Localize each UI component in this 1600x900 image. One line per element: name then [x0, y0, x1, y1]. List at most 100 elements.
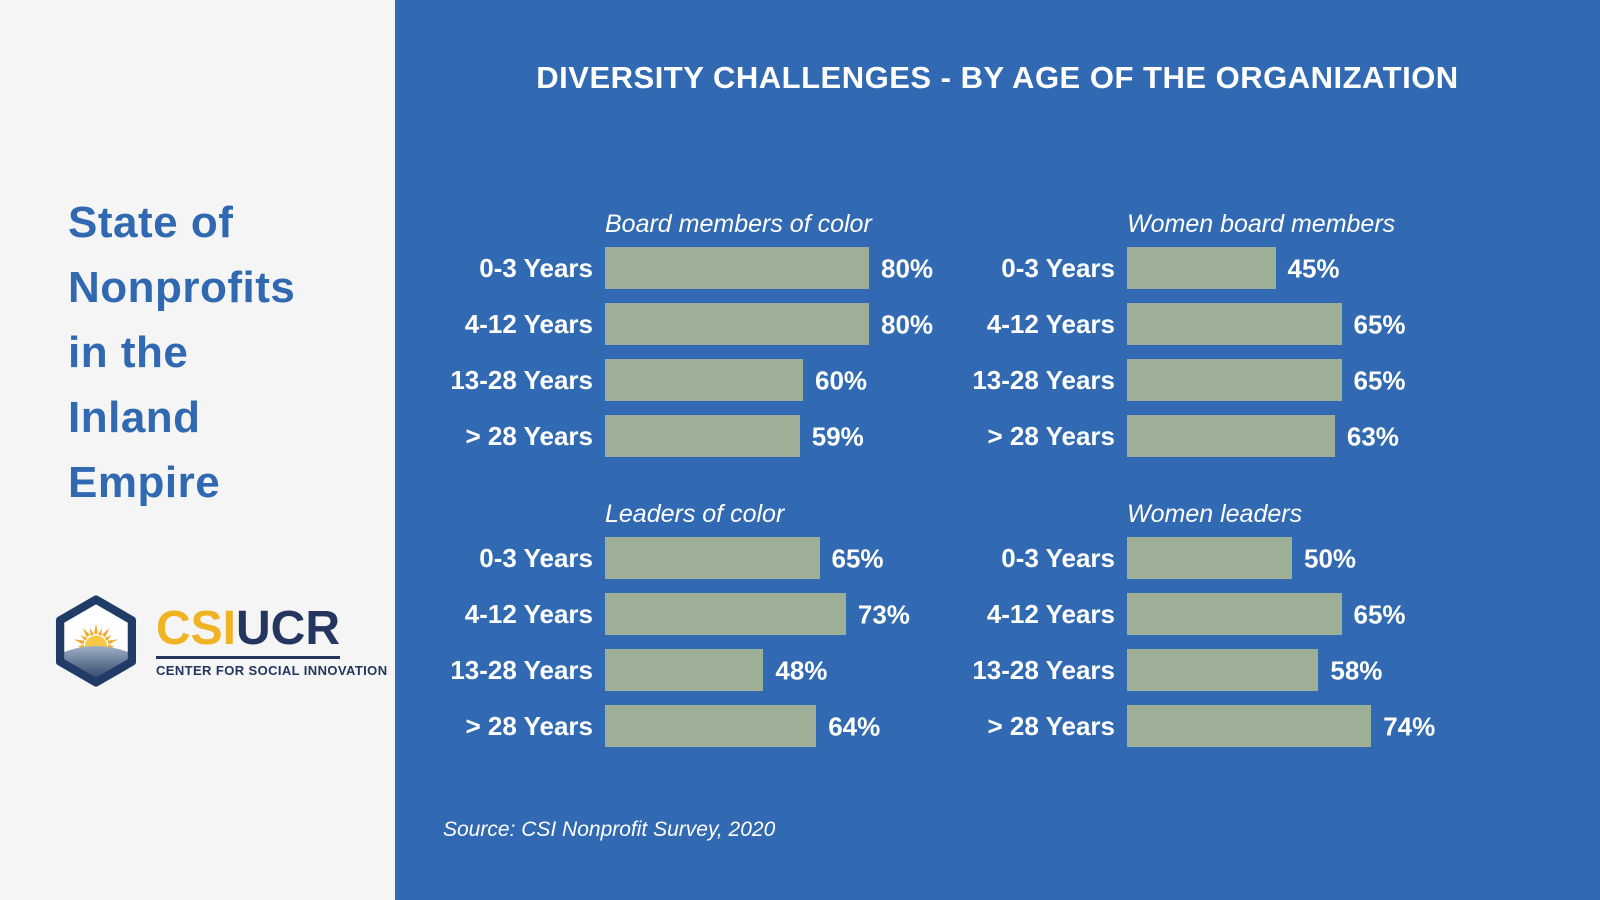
bar — [1127, 593, 1342, 635]
bar-track: 65% — [1127, 359, 1457, 401]
category-label: 4-12 Years — [464, 308, 593, 339]
chart-women-leaders: Women leaders 0-3 Years 50% 4-12 Years 65% 13… — [947, 499, 1469, 761]
value-label: 60% — [815, 365, 868, 396]
value-label: 64% — [828, 711, 881, 742]
bar-track: 65% — [605, 537, 935, 579]
bar — [1127, 649, 1319, 691]
bar — [1127, 303, 1342, 345]
value-label: 65% — [1353, 365, 1406, 396]
bar-track: 60% — [605, 359, 935, 401]
logo-text: CSIUCR CENTER FOR SOCIAL INNOVATION — [156, 601, 388, 678]
logo-csi: CSI — [156, 601, 237, 655]
value-label: 48% — [775, 655, 828, 686]
bar — [605, 537, 820, 579]
bar-row: 0-3 Years 80% — [425, 247, 947, 289]
bar-track: 63% — [1127, 415, 1457, 457]
bar-track: 64% — [605, 705, 935, 747]
bar-row: > 28 Years 63% — [947, 415, 1469, 457]
chart-group-title: Women board members — [1127, 210, 1396, 238]
bar-track: 58% — [1127, 649, 1457, 691]
bar-row: 0-3 Years 65% — [425, 537, 947, 579]
bar — [1127, 537, 1292, 579]
bar-row: 0-3 Years 45% — [947, 247, 1469, 289]
source-note: Source: CSI Nonprofit Survey, 2020 — [443, 818, 776, 841]
category-label: 0-3 Years — [479, 252, 593, 283]
bar-row: 4-12 Years 80% — [425, 303, 947, 345]
sunrise-hexagon-icon — [50, 594, 142, 688]
category-label: 13-28 Years — [450, 364, 593, 395]
bar-row: > 28 Years 64% — [425, 705, 947, 747]
value-label: 45% — [1287, 253, 1340, 284]
value-label: 58% — [1330, 655, 1383, 686]
logo-tagline: CENTER FOR SOCIAL INNOVATION — [156, 662, 388, 678]
value-label: 73% — [857, 599, 910, 630]
bar — [605, 247, 869, 289]
chart-group-title: Leaders of color — [605, 500, 785, 528]
bar — [605, 649, 764, 691]
charts-grid: Board members of color 0-3 Years 80% 4-12 Y… — [425, 209, 1469, 761]
bar-row: > 28 Years 59% — [425, 415, 947, 457]
chart-group-title: Board members of color — [605, 210, 872, 238]
category-label: 4-12 Years — [986, 598, 1115, 629]
bar — [605, 593, 846, 635]
chart-women-board-members: Women board members 0-3 Years 45% 4-12 Year… — [947, 209, 1469, 471]
bar — [1127, 247, 1276, 289]
bar-row: 13-28 Years 60% — [425, 359, 947, 401]
sidebar: State of Nonprofits in the Inland Empire — [0, 0, 395, 900]
chart-group-title: Women leaders — [1127, 500, 1303, 528]
bar-track: 50% — [1127, 537, 1457, 579]
category-label: 4-12 Years — [986, 308, 1115, 339]
bar-track: 73% — [605, 593, 935, 635]
category-label: > 28 Years — [987, 710, 1116, 741]
bar — [1127, 415, 1335, 457]
bar-row: > 28 Years 74% — [947, 705, 1469, 747]
bar-track: 74% — [1127, 705, 1457, 747]
value-label: 59% — [811, 421, 864, 452]
value-label: 65% — [831, 543, 884, 574]
category-label: 0-3 Years — [1001, 542, 1115, 573]
logo-ucr: UCR — [236, 601, 341, 655]
category-label: 13-28 Years — [972, 364, 1115, 395]
category-label: 0-3 Years — [479, 542, 593, 573]
bar-track: 65% — [1127, 593, 1457, 635]
category-label: 4-12 Years — [464, 598, 593, 629]
chart-leaders-of-color: Leaders of color 0-3 Years 65% 4-12 Years 73… — [425, 499, 947, 761]
value-label: 80% — [881, 309, 934, 340]
bar-row: 4-12 Years 65% — [947, 593, 1469, 635]
chart-panel: DIVERSITY CHALLENGES - BY AGE OF THE ORG… — [395, 0, 1600, 900]
value-label: 80% — [881, 253, 934, 284]
bar-row: 13-28 Years 58% — [947, 649, 1469, 691]
bar — [605, 303, 869, 345]
bar-track: 65% — [1127, 303, 1457, 345]
bar — [605, 705, 817, 747]
category-label: > 28 Years — [465, 710, 594, 741]
bar-track: 45% — [1127, 247, 1457, 289]
category-label: 13-28 Years — [972, 654, 1115, 685]
value-label: 74% — [1383, 711, 1436, 742]
bar-row: 0-3 Years 50% — [947, 537, 1469, 579]
bar-track: 59% — [605, 415, 935, 457]
bar-row: 4-12 Years 65% — [947, 303, 1469, 345]
bar — [1127, 705, 1372, 747]
bar — [605, 359, 803, 401]
category-label: 0-3 Years — [1001, 252, 1115, 283]
category-label: > 28 Years — [987, 420, 1116, 451]
value-label: 63% — [1346, 421, 1399, 452]
bar-row: 4-12 Years 73% — [425, 593, 947, 635]
value-label: 50% — [1304, 543, 1357, 574]
bar-track: 80% — [605, 247, 935, 289]
logo-wordmark: CSIUCR — [156, 601, 341, 659]
panel-title: DIVERSITY CHALLENGES - BY AGE OF THE ORG… — [536, 60, 1459, 95]
chart-board-members-of-color: Board members of color 0-3 Years 80% 4-12 Y… — [425, 209, 947, 471]
csi-ucr-logo: CSIUCR CENTER FOR SOCIAL INNOVATION — [50, 594, 387, 688]
value-label: 65% — [1353, 599, 1406, 630]
bar-track: 48% — [605, 649, 935, 691]
report-title: State of Nonprofits in the Inland Empire — [68, 198, 296, 507]
bar-row: 13-28 Years 48% — [425, 649, 947, 691]
bar-track: 80% — [605, 303, 935, 345]
category-label: 13-28 Years — [450, 654, 593, 685]
category-label: > 28 Years — [465, 420, 594, 451]
value-label: 65% — [1353, 309, 1406, 340]
bar — [1127, 359, 1342, 401]
bar-row: 13-28 Years 65% — [947, 359, 1469, 401]
